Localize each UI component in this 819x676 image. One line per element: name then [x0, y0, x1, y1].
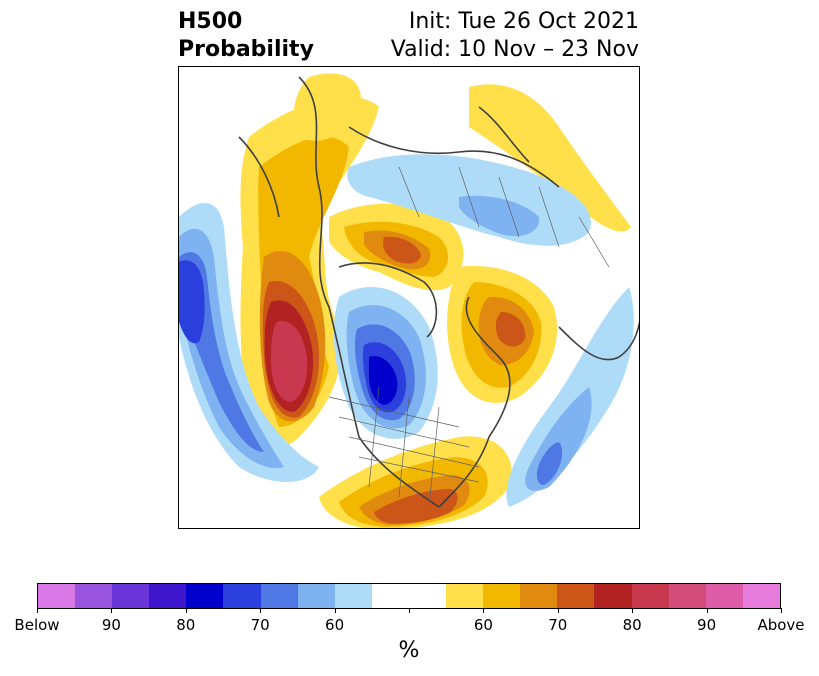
colorbar-tick-label: 60 — [473, 616, 493, 634]
above-normal-shading — [240, 73, 631, 528]
colorbar-segment — [297, 584, 335, 608]
colorbar-tick-label: 90 — [101, 616, 121, 634]
colorbar-segment — [742, 584, 780, 608]
colorbar-tick — [37, 608, 38, 613]
colorbar-tick — [781, 608, 782, 613]
colorbar-tick — [409, 608, 410, 613]
coastlines — [238, 76, 639, 508]
colorbar-tick-label: 90 — [697, 616, 717, 634]
colorbar-segment — [38, 584, 76, 608]
title-product: Probability — [178, 37, 314, 62]
colorbar-segment — [557, 584, 595, 608]
colorbar-tick-label: Below — [14, 616, 60, 634]
colorbar-segment — [149, 584, 187, 608]
colorbar-segment — [75, 584, 113, 608]
colorbar-tick — [260, 608, 262, 613]
colorbar-tick — [185, 608, 187, 613]
polar-map — [178, 66, 640, 529]
colorbar-tick — [632, 608, 634, 613]
colorbar-segment — [371, 584, 409, 608]
colorbar-tick-label: 60 — [325, 616, 345, 634]
colorbar-unit: % — [398, 638, 420, 663]
colorbar-segment — [668, 584, 706, 608]
colorbar-segment — [594, 584, 632, 608]
probability-map-graphic — [179, 73, 639, 528]
colorbar-tick-label: 70 — [250, 616, 270, 634]
colorbar-segment — [520, 584, 558, 608]
colorbar-tick — [334, 608, 336, 613]
map-dates: Init: Tue 26 Oct 2021 Valid: 10 Nov – 23… — [391, 8, 639, 64]
colorbar-segment — [223, 584, 261, 608]
colorbar-segment — [631, 584, 669, 608]
colorbar-tick — [557, 608, 559, 613]
colorbar-segment — [483, 584, 521, 608]
map-title: H500 Probability — [178, 8, 314, 64]
init-date: Init: Tue 26 Oct 2021 — [408, 9, 639, 34]
colorbar-segment — [112, 584, 150, 608]
valid-range: Valid: 10 Nov – 23 Nov — [390, 37, 639, 62]
colorbar-tick-label: Above — [757, 616, 805, 634]
colorbar-tick — [111, 608, 113, 613]
borders — [328, 166, 610, 508]
colorbar-tick — [706, 608, 708, 613]
colorbar-segment — [260, 584, 298, 608]
colorbar-tick-label: 80 — [622, 616, 642, 634]
colorbar-tick-label: 80 — [176, 616, 196, 634]
colorbar-segment — [186, 584, 224, 608]
colorbar-segment — [408, 584, 447, 608]
colorbar-segment — [705, 584, 743, 608]
colorbar-segment — [334, 584, 372, 608]
title-variable: H500 — [178, 9, 243, 34]
below-normal-shading — [179, 154, 634, 507]
colorbar-tick — [483, 608, 485, 613]
colorbar-tick-label: 70 — [548, 616, 568, 634]
colorbar-segment — [446, 584, 484, 608]
colorbar — [37, 583, 781, 609]
